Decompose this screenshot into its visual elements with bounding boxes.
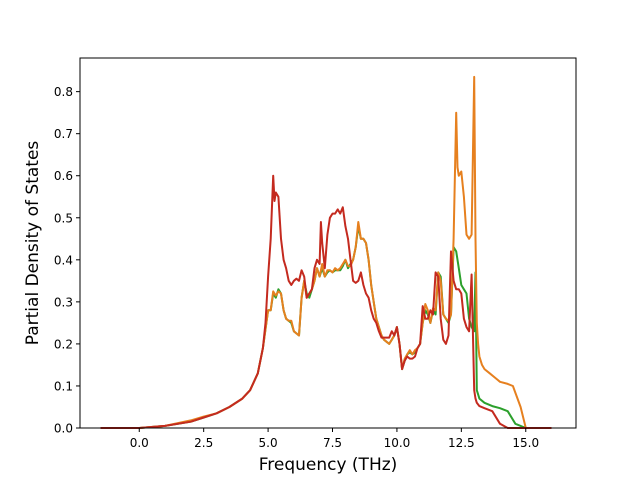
y-tick-label: 0.2: [54, 337, 73, 351]
x-tick-label: 0.0: [130, 436, 149, 450]
y-tick-label: 0.1: [54, 379, 73, 393]
y-tick-label: 0.0: [54, 422, 73, 436]
x-tick-label: 10.0: [384, 436, 411, 450]
x-tick-label: 2.5: [194, 436, 213, 450]
series-line-2: [100, 75, 552, 429]
x-tick-label: 7.5: [323, 436, 342, 450]
y-tick-label: 0.7: [54, 127, 73, 141]
x-axis: 0.0 2.5 5.0 7.5 10.0 12.5 15.0: [130, 428, 539, 450]
y-axis: 0.0 0.1 0.2 0.3 0.4 0.5 0.6 0.7 0.8: [54, 85, 80, 436]
x-tick-label: 15.0: [512, 436, 539, 450]
y-tick-label: 0.8: [54, 85, 73, 99]
x-tick-label: 5.0: [259, 436, 278, 450]
y-tick-label: 0.5: [54, 211, 73, 225]
x-axis-label: Frequency (THz): [259, 455, 398, 475]
y-tick-label: 0.3: [54, 295, 73, 309]
x-tick-label: 12.5: [448, 436, 475, 450]
y-axis-label: Partial Density of States: [23, 141, 43, 346]
y-tick-label: 0.4: [54, 253, 73, 267]
series-layer: [100, 75, 552, 429]
plot-frame: [79, 57, 577, 429]
series-line-3: [100, 174, 552, 429]
y-tick-label: 0.6: [54, 169, 73, 183]
